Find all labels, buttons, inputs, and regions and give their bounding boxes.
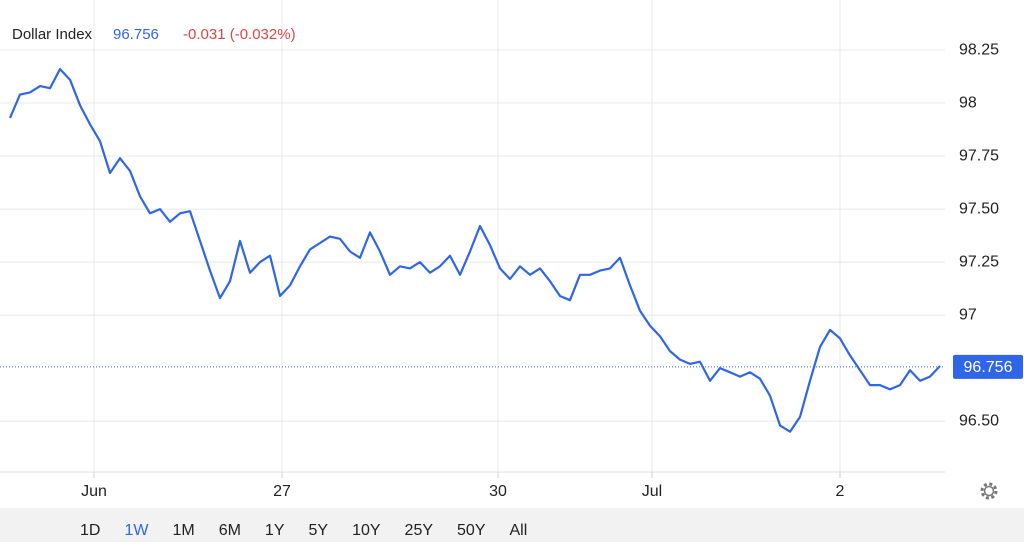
range-button[interactable]: 6M: [219, 522, 241, 539]
x-tick-label: Jul: [642, 483, 662, 500]
x-tick-label: 2: [836, 483, 845, 500]
range-button[interactable]: All: [509, 522, 527, 539]
y-tick-label: 96.50: [959, 412, 999, 429]
y-tick-label: 97.75: [959, 147, 999, 164]
range-bar: [0, 508, 1024, 542]
settings-icon[interactable]: [980, 482, 998, 500]
last-price-label: 96.756: [964, 359, 1013, 376]
range-button[interactable]: 5Y: [309, 522, 329, 539]
x-tick-label: 27: [273, 483, 291, 500]
y-tick-label: 97.25: [959, 253, 999, 270]
x-tick-label: Jun: [81, 483, 107, 500]
x-tick-label: 30: [489, 483, 507, 500]
header-change: -0.031 (-0.032%): [183, 26, 296, 43]
grid: [0, 0, 945, 478]
range-button[interactable]: 1W: [124, 522, 149, 539]
y-tick-label: 98: [959, 94, 977, 111]
y-tick-label: 98.25: [959, 41, 999, 58]
y-tick-label: 97: [959, 306, 977, 323]
price-line: [8, 68, 941, 433]
range-button[interactable]: 1D: [80, 522, 100, 539]
plot: [0, 68, 945, 433]
last-price-box: [953, 354, 1023, 379]
range-button[interactable]: 50Y: [457, 522, 486, 539]
y-tick-label: 97.50: [959, 200, 999, 217]
header-price: 96.756: [113, 26, 159, 43]
range-button[interactable]: 1Y: [265, 522, 285, 539]
header-title: Dollar Index: [12, 26, 93, 43]
range-buttons: 1D 1W 1M 6M 1Y 5Y 10Y 25Y 50Y All: [80, 522, 527, 539]
range-button[interactable]: 25Y: [405, 522, 434, 539]
range-button[interactable]: 1M: [172, 522, 194, 539]
range-button[interactable]: 10Y: [352, 522, 381, 539]
